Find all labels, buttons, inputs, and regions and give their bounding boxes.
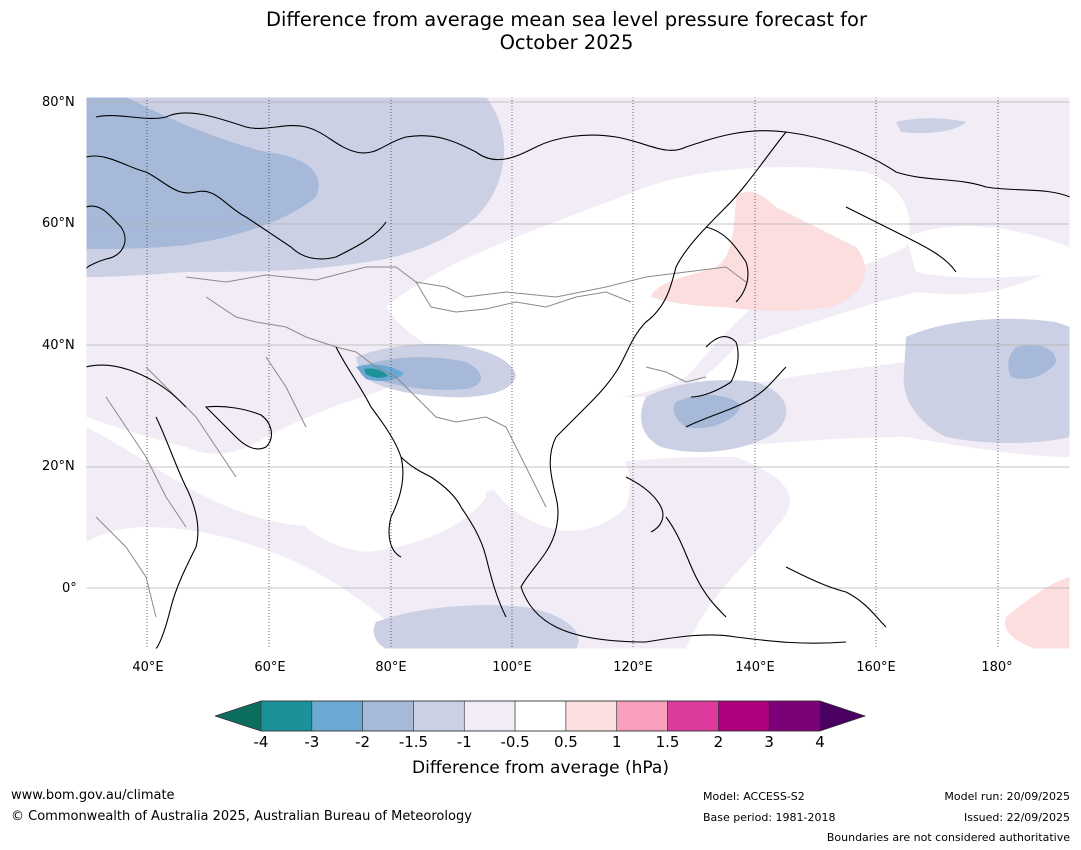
colorbar-segment <box>362 700 414 732</box>
anomaly-region-moderate-negative-pacific <box>903 318 1070 443</box>
lat-label-60n: 60°N <box>42 216 75 231</box>
footer-copyright: © Commonwealth of Australia 2025, Austra… <box>11 809 472 824</box>
colorbar-tick-label: 4 <box>815 733 825 751</box>
anomaly-region-strong-negative-pacific <box>1008 345 1056 379</box>
country-borders <box>95 266 747 618</box>
footer-model: Model: ACCESS-S2 <box>703 790 805 803</box>
colorbar-label: Difference from average (hPa) <box>412 758 669 778</box>
lon-label-80e: 80°E <box>375 660 407 675</box>
colorbar-tick-label: 1 <box>611 733 622 751</box>
colorbar-segment <box>413 700 465 732</box>
footer-website[interactable]: www.bom.gov.au/climate <box>11 788 175 803</box>
colorbar-tick-label: -1 <box>456 733 472 751</box>
lon-label-120e: 120°E <box>613 660 653 675</box>
lon-label-60e: 60°E <box>254 660 286 675</box>
near-zero-region-india <box>286 427 486 552</box>
colorbar-tick-label: 1.5 <box>655 733 680 751</box>
latitude-gridlines <box>86 101 1070 589</box>
anomaly-region-strong-negative-japan <box>673 394 741 429</box>
footer-issued: Issued: 22/09/2025 <box>963 811 1070 824</box>
lat-label-0: 0° <box>62 581 77 596</box>
colorbar-tick-label: 0.5 <box>553 733 578 751</box>
longitude-gridlines <box>146 97 999 649</box>
lon-label-160e: 160°E <box>856 660 896 675</box>
colorbar-segment <box>260 700 313 732</box>
colorbar-segment <box>616 700 668 732</box>
colorbar-under-arrow <box>215 701 261 731</box>
colorbar-tick-label: -3 <box>304 733 320 751</box>
colorbar-segment <box>565 700 618 732</box>
colorbar-tick-label: 3 <box>764 733 774 751</box>
colorbar-segment <box>667 700 719 732</box>
lat-label-40n: 40°N <box>42 338 75 353</box>
colorbar-tick-label: -0.5 <box>500 733 530 751</box>
pressure-anomaly-map <box>86 97 1070 649</box>
colorbar-tick-label: -2 <box>355 733 371 751</box>
colorbar-segment <box>768 700 821 732</box>
colorbar-tick-label: -1.5 <box>398 733 429 751</box>
colorbar-outline <box>215 700 867 732</box>
title-line-1: Difference from average mean sea level p… <box>266 8 867 31</box>
lat-label-80n: 80°N <box>42 95 75 110</box>
colorbar <box>215 700 867 732</box>
lat-label-20n: 20°N <box>42 459 75 474</box>
footer-model-run: Model run: 20/09/2025 <box>944 790 1070 803</box>
colorbar-segment <box>514 700 567 732</box>
lon-label-40e: 40°E <box>132 660 164 675</box>
anomaly-region-positive-east-asia <box>651 191 866 311</box>
anomaly-region-strong-negative-europe <box>86 97 319 249</box>
anomaly-region-positive-southeast <box>1005 577 1070 649</box>
colorbar-segment <box>718 700 770 732</box>
coastlines <box>86 112 1070 649</box>
anomaly-region-extreme-negative <box>364 368 388 378</box>
colorbar-tick-label: -4 <box>253 733 269 751</box>
anomaly-region-moderate-negative-equator <box>373 605 579 649</box>
lon-label-140e: 140°E <box>735 660 775 675</box>
colorbar-over-arrow <box>820 701 865 731</box>
near-zero-region-east-pacific <box>906 226 1070 278</box>
colorbar-segments <box>260 700 821 732</box>
colorbar-segment <box>463 700 516 732</box>
footer-disclaimer: Boundaries are not considered authoritat… <box>826 831 1070 844</box>
chart-title: Difference from average mean sea level p… <box>0 8 1081 54</box>
colorbar-tick-label: 2 <box>713 733 724 751</box>
lon-label-180: 180° <box>981 660 1013 675</box>
footer-base-period: Base period: 1981-2018 <box>703 811 836 824</box>
anomaly-region-strong-negative-tibet <box>366 357 481 390</box>
lon-label-100e: 100°E <box>492 660 532 675</box>
near-zero-region-indochina <box>486 421 630 531</box>
anomaly-region-moderate-negative-arctic <box>896 118 966 134</box>
title-line-2: October 2025 <box>499 31 634 54</box>
colorbar-segment <box>311 700 363 732</box>
